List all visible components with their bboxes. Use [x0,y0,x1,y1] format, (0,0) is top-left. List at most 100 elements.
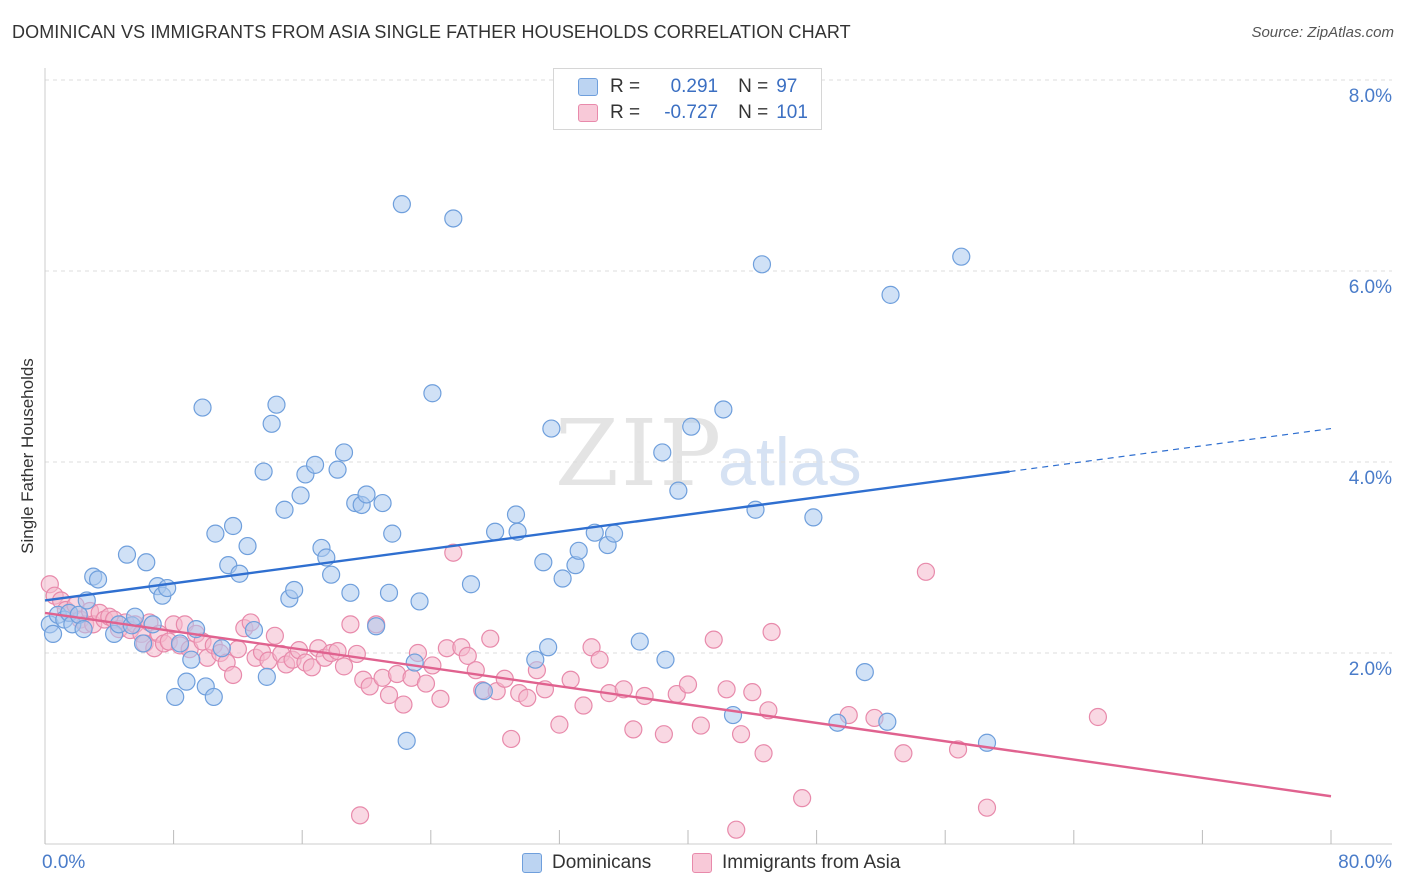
data-point-asia [691,716,710,735]
data-point-asia [360,677,379,696]
r-label: R = [610,76,641,97]
y-tick-label: 8.0% [1348,86,1392,107]
data-point-dominicans [878,712,897,731]
data-point-asia [341,615,360,634]
stats-legend: R = 0.291 N = 97 R = -0.727 N = 101 [553,68,822,130]
y-tick-label: 2.0% [1348,659,1392,680]
r-value: 0.291 [670,76,719,97]
data-point-dominicans [952,247,971,266]
data-point-asia [635,686,654,706]
data-point-asia [550,715,569,734]
data-point-dominicans [474,682,493,701]
data-point-asia [574,696,593,715]
data-point-asia [328,641,347,661]
data-point-asia [444,543,463,562]
data-point-dominicans [285,580,304,600]
data-point-asia [1088,707,1108,727]
trend-line-dominicans-extension [1009,427,1332,473]
data-point-asia [228,640,247,659]
y-tick-label: 4.0% [1348,468,1392,489]
data-point-dominicans [653,443,672,462]
x-tick-right: 80.0% [1338,852,1392,873]
data-point-dominicans [238,536,257,556]
data-point-asia [678,675,698,694]
data-point-dominicans [125,607,145,626]
data-point-dominicans [630,632,649,651]
data-point-dominicans [257,667,276,686]
legend-row-dominicans: R = 0.291 N = 97 [578,75,797,99]
data-point-asia [590,650,609,669]
data-point-dominicans [170,634,190,653]
data-point-dominicans [804,508,823,527]
data-point-dominicans [262,414,281,433]
data-point-dominicans [526,650,545,669]
data-point-dominicans [223,516,243,536]
data-point-dominicans [322,565,341,584]
watermark-zip: ZIP [555,400,724,507]
data-point-asia [350,806,370,825]
trend-line-dominicans [44,470,1010,602]
data-point-asia [762,622,781,642]
data-point-dominicans [341,583,360,602]
data-point-asia [416,674,436,693]
data-point-dominicans [881,285,900,304]
data-point-asia [379,685,399,705]
legend-item-asia: Immigrants from Asia [692,852,900,874]
data-point-dominicans [291,486,310,505]
data-point-dominicans [405,653,424,672]
data-point-dominicans [383,524,402,543]
data-point-asia [481,629,500,648]
data-point-asia [458,646,477,665]
data-point-dominicans [328,460,347,479]
data-point-asia [948,740,968,759]
data-point-dominicans [212,639,231,658]
data-point-dominicans [423,384,442,403]
data-point-asia [624,720,643,739]
data-point-dominicans [244,620,264,640]
blue-swatch [578,78,598,96]
r-value: -0.727 [664,102,719,123]
legend-row-asia: R = -0.727 N = 101 [578,101,808,125]
data-point-dominicans [74,620,93,639]
data-point-asia [431,689,450,708]
data-point-dominicans [506,505,526,524]
data-point-dominicans [553,569,572,588]
data-point-asia [717,680,736,699]
data-point-asia [754,744,773,763]
data-point-dominicans [334,443,354,462]
data-point-asia [977,798,997,817]
n-label: N = [738,102,769,123]
data-point-dominicans [392,195,411,214]
chart-title: DOMINICAN VS IMMIGRANTS FROM ASIA SINGLE… [12,22,851,42]
trend-line-asia [44,611,1332,798]
data-point-dominicans [88,570,108,589]
data-point-asia [394,695,413,714]
r-label: R = [610,102,641,123]
y-axis-label: Single Father Households [18,358,37,554]
blue-swatch [522,853,542,873]
data-point-asia [347,644,366,664]
data-point-dominicans [43,624,63,644]
data-point-asia [265,626,284,645]
data-point-dominicans [133,634,153,653]
data-point-dominicans [486,522,505,541]
data-point-asia [302,658,321,677]
data-point-dominicans [656,650,675,669]
data-point-asia [561,670,580,689]
pink-swatch [578,104,598,122]
data-point-asia [654,725,673,744]
data-point-dominicans [539,638,558,657]
data-point-dominicans [569,541,588,560]
legend-label: Dominicans [552,852,652,873]
data-point-dominicans [444,209,463,228]
data-point-dominicans [714,400,733,419]
data-point-dominicans [397,731,416,750]
n-value: 101 [776,102,808,123]
data-point-dominicans [137,553,156,572]
n-value: 97 [776,76,798,97]
legend-label: Immigrants from Asia [722,852,901,873]
data-point-asia [223,665,243,685]
data-point-asia [894,744,913,763]
data-point-asia [743,683,762,702]
